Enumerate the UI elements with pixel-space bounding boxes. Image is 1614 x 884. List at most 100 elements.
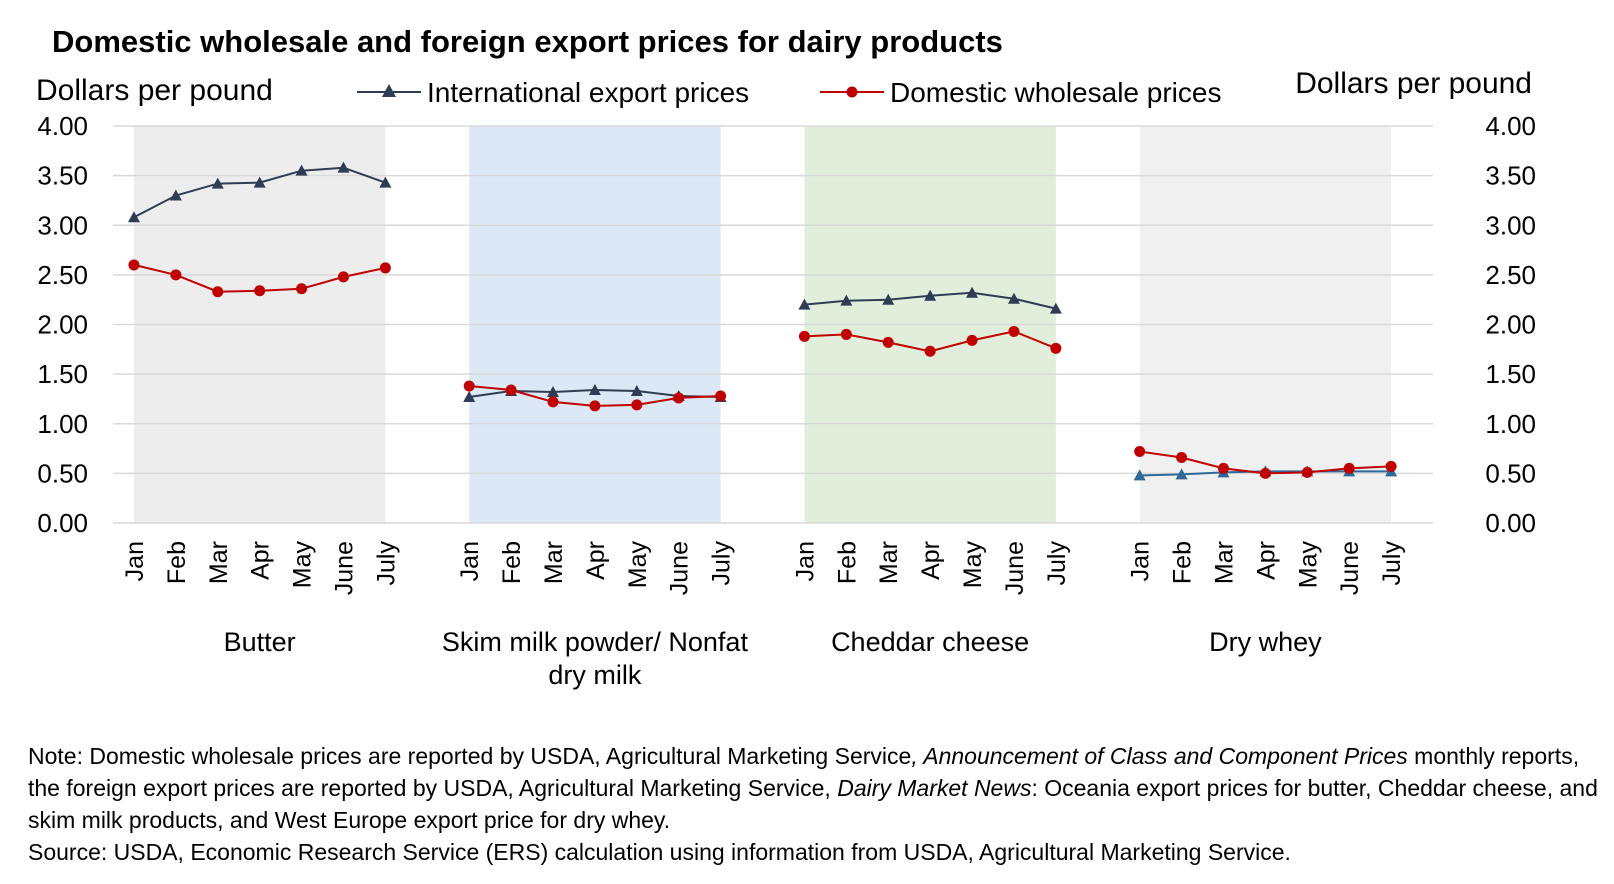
month-tick-label: Jan: [456, 541, 484, 581]
y-tick-label-left: 1.50: [37, 359, 88, 389]
note-segment: Dairy Market News: [837, 775, 1032, 801]
export-point: [127, 211, 140, 223]
chart-canvas: 0.00 0.00 0.50 0.50 1.00 1.00 1.50 1.50 2.00 2.00…: [36, 67, 1536, 690]
domestic-point: [1385, 460, 1397, 472]
domestic-point: [296, 283, 308, 295]
month-tick-label: Feb: [1169, 541, 1197, 584]
domestic-point: [1134, 446, 1146, 458]
export-point: [169, 189, 182, 201]
domestic-point: [798, 330, 810, 342]
y-tick-label-left: 0.00: [37, 508, 88, 538]
month-tick-label: July: [1043, 541, 1071, 586]
month-tick-label: June: [666, 541, 694, 595]
y-tick-label-right: 4.00: [1485, 111, 1536, 141]
domestic-point: [128, 259, 140, 271]
month-tick-label: Feb: [498, 541, 526, 584]
domestic-point: [1217, 462, 1229, 474]
domestic-point: [715, 390, 727, 402]
export-point: [630, 384, 643, 396]
domestic-point: [170, 269, 182, 281]
month-tick-label: Mar: [875, 541, 903, 584]
domestic-point: [1008, 325, 1020, 337]
y-tick-label-right: 2.50: [1485, 260, 1536, 290]
domestic-point: [254, 285, 266, 297]
source-text: Source: USDA, Economic Research Service …: [28, 839, 1291, 865]
legend-marker-export: [382, 84, 396, 97]
chart-note: Note: Domestic wholesale prices are repo…: [28, 740, 1598, 868]
y-tick-label-left: 3.50: [37, 161, 88, 191]
domestic-point: [589, 400, 601, 412]
y-axis-title-right: Dollars per pound: [1295, 67, 1532, 100]
month-tick-label: Mar: [205, 541, 233, 584]
group-label: dry milk: [548, 660, 641, 690]
chart-title: Domestic wholesale and foreign export pr…: [52, 24, 1003, 59]
y-axis-title-left: Dollars per pound: [36, 74, 273, 107]
export-point: [840, 294, 853, 306]
month-tick-label: May: [1294, 541, 1322, 589]
month-tick-label: May: [289, 541, 317, 589]
month-tick-label: Apr: [917, 541, 945, 580]
month-tick-label: Jan: [791, 541, 819, 581]
domestic-point: [1301, 466, 1313, 478]
month-tick-label: Mar: [540, 541, 568, 584]
month-tick-label: July: [1378, 541, 1406, 586]
month-tick-label: May: [624, 541, 652, 589]
domestic-point: [547, 396, 559, 408]
note-segment: monthly reports, the foreign export pric…: [28, 743, 1580, 801]
month-tick-label: Apr: [1252, 541, 1280, 580]
y-tick-label-left: 2.50: [37, 260, 88, 290]
domestic-point: [924, 345, 936, 357]
month-tick-label: Jan: [1127, 541, 1155, 581]
y-tick-label-right: 0.50: [1485, 458, 1536, 488]
month-tick-label: June: [1001, 541, 1029, 595]
month-tick-label: Apr: [582, 541, 610, 580]
month-tick-label: Mar: [1210, 541, 1238, 584]
export-point: [379, 176, 392, 188]
month-tick-label: Feb: [833, 541, 861, 584]
group-label: Dry whey: [1209, 627, 1322, 657]
export-point: [253, 176, 266, 188]
y-tick-label-right: 0.00: [1485, 508, 1536, 538]
note-segment: Note: Domestic wholesale prices are repo…: [28, 743, 912, 769]
export-point: [1175, 468, 1188, 480]
export-point: [924, 289, 937, 301]
export-point: [547, 385, 559, 397]
export-point: [1133, 469, 1146, 481]
y-tick-label-left: 2.00: [37, 310, 88, 340]
y-tick-label-left: 4.00: [37, 111, 88, 141]
month-tick-label: May: [959, 541, 987, 589]
export-point: [463, 390, 476, 402]
domestic-point: [505, 384, 517, 396]
month-tick-label: June: [330, 541, 358, 595]
domestic-point: [212, 286, 224, 298]
legend-label-export: International export prices: [427, 77, 749, 108]
y-tick-label-right: 3.50: [1485, 161, 1536, 191]
y-tick-label-left: 0.50: [37, 458, 88, 488]
month-tick-label: July: [372, 541, 400, 586]
note-segment: : Oceania export prices for butter, Ched…: [28, 775, 1598, 833]
note-text: Note: Domestic wholesale prices are repo…: [28, 740, 1598, 836]
export-point: [882, 293, 895, 305]
export-point: [211, 177, 224, 189]
domestic-point: [840, 328, 852, 340]
y-tick-label-left: 3.00: [37, 210, 88, 240]
export-point: [966, 286, 979, 298]
y-tick-label-left: 1.00: [37, 409, 88, 439]
month-tick-label: Feb: [163, 541, 191, 584]
domestic-point: [966, 334, 978, 346]
domestic-point: [1259, 467, 1271, 479]
y-tick-label-right: 1.00: [1485, 409, 1536, 439]
month-tick-label: Apr: [247, 541, 275, 580]
export-point: [588, 384, 601, 396]
y-tick-label-right: 2.00: [1485, 310, 1536, 340]
legend-label-domestic: Domestic wholesale prices: [890, 77, 1221, 108]
export-point: [1007, 292, 1020, 304]
domestic-point: [1050, 342, 1062, 354]
domestic-point: [379, 262, 391, 274]
domestic-point: [337, 271, 349, 283]
domestic-point: [631, 399, 643, 411]
domestic-point: [1176, 451, 1188, 463]
y-tick-label-right: 3.00: [1485, 210, 1536, 240]
export-point: [337, 161, 350, 173]
domestic-point: [1343, 462, 1355, 474]
